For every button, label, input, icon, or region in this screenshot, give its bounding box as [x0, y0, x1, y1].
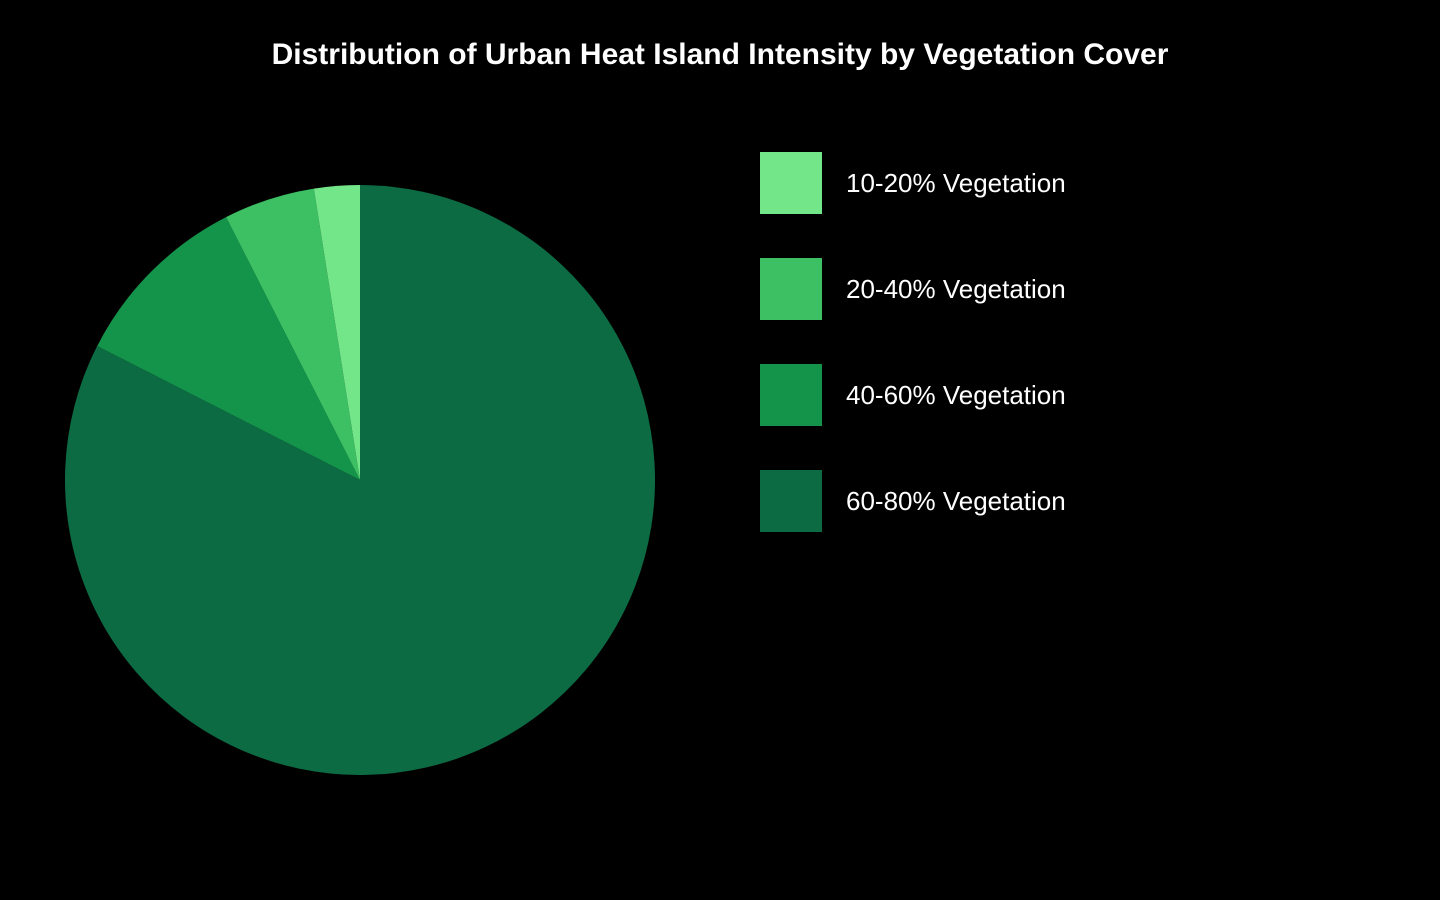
legend-label: 10-20% Vegetation [846, 168, 1066, 199]
legend-swatch [760, 152, 822, 214]
legend-item: 10-20% Vegetation [760, 152, 1066, 214]
chart-title: Distribution of Urban Heat Island Intens… [0, 38, 1440, 72]
legend: 10-20% Vegetation 20-40% Vegetation 40-60%… [760, 152, 1066, 532]
pie-chart [65, 185, 655, 780]
pie-svg [65, 185, 655, 775]
legend-swatch [760, 258, 822, 320]
legend-swatch [760, 364, 822, 426]
legend-label: 40-60% Vegetation [846, 380, 1066, 411]
legend-item: 20-40% Vegetation [760, 258, 1066, 320]
legend-swatch [760, 470, 822, 532]
legend-label: 20-40% Vegetation [846, 274, 1066, 305]
legend-item: 40-60% Vegetation [760, 364, 1066, 426]
legend-item: 60-80% Vegetation [760, 470, 1066, 532]
legend-label: 60-80% Vegetation [846, 486, 1066, 517]
